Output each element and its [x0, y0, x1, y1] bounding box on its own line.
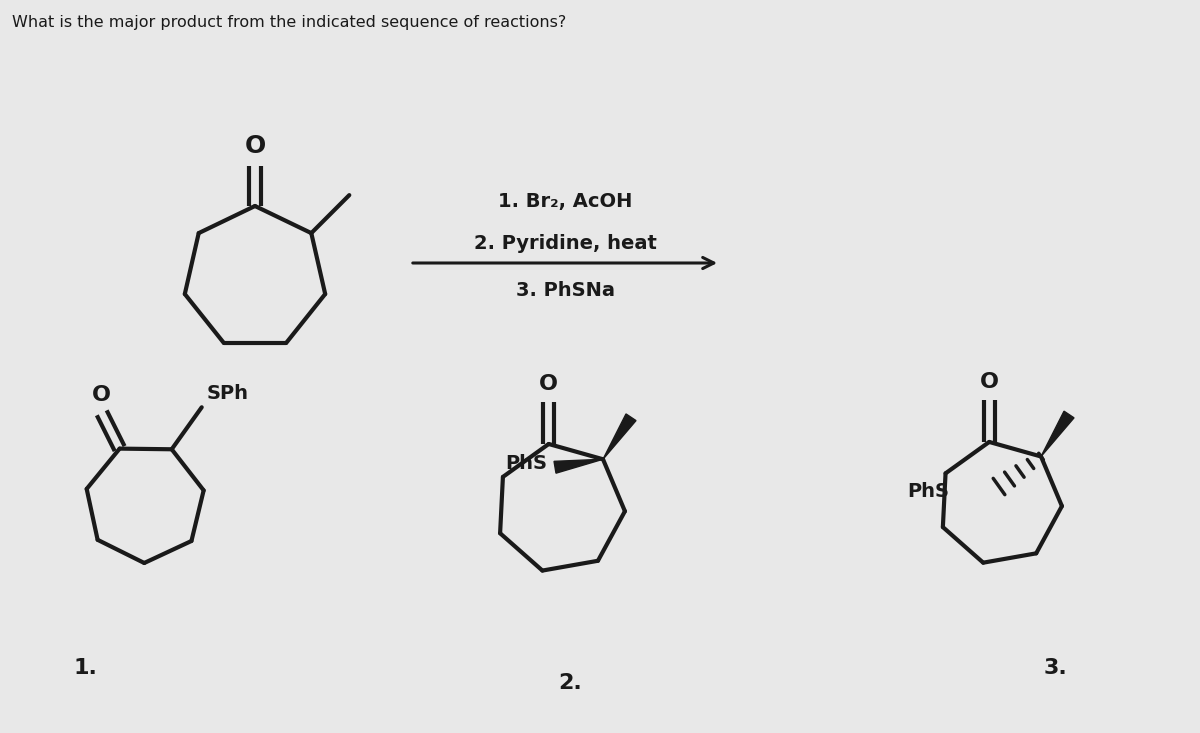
- Polygon shape: [1042, 411, 1074, 457]
- Text: PhS: PhS: [505, 454, 547, 473]
- Text: O: O: [245, 134, 265, 158]
- Text: O: O: [539, 374, 558, 394]
- Text: O: O: [92, 385, 112, 405]
- Polygon shape: [554, 460, 604, 474]
- Text: PhS: PhS: [907, 482, 949, 501]
- Text: What is the major product from the indicated sequence of reactions?: What is the major product from the indic…: [12, 15, 566, 30]
- Polygon shape: [604, 414, 636, 460]
- Text: 1.: 1.: [73, 658, 97, 678]
- Text: SPh: SPh: [206, 384, 248, 403]
- Text: 2.: 2.: [558, 673, 582, 693]
- Text: 3.: 3.: [1043, 658, 1067, 678]
- Text: 2. Pyridine, heat: 2. Pyridine, heat: [474, 234, 656, 253]
- Text: 1. Br₂, AcOH: 1. Br₂, AcOH: [498, 192, 632, 211]
- Text: 3. PhSNa: 3. PhSNa: [516, 281, 614, 300]
- Text: O: O: [979, 372, 998, 392]
